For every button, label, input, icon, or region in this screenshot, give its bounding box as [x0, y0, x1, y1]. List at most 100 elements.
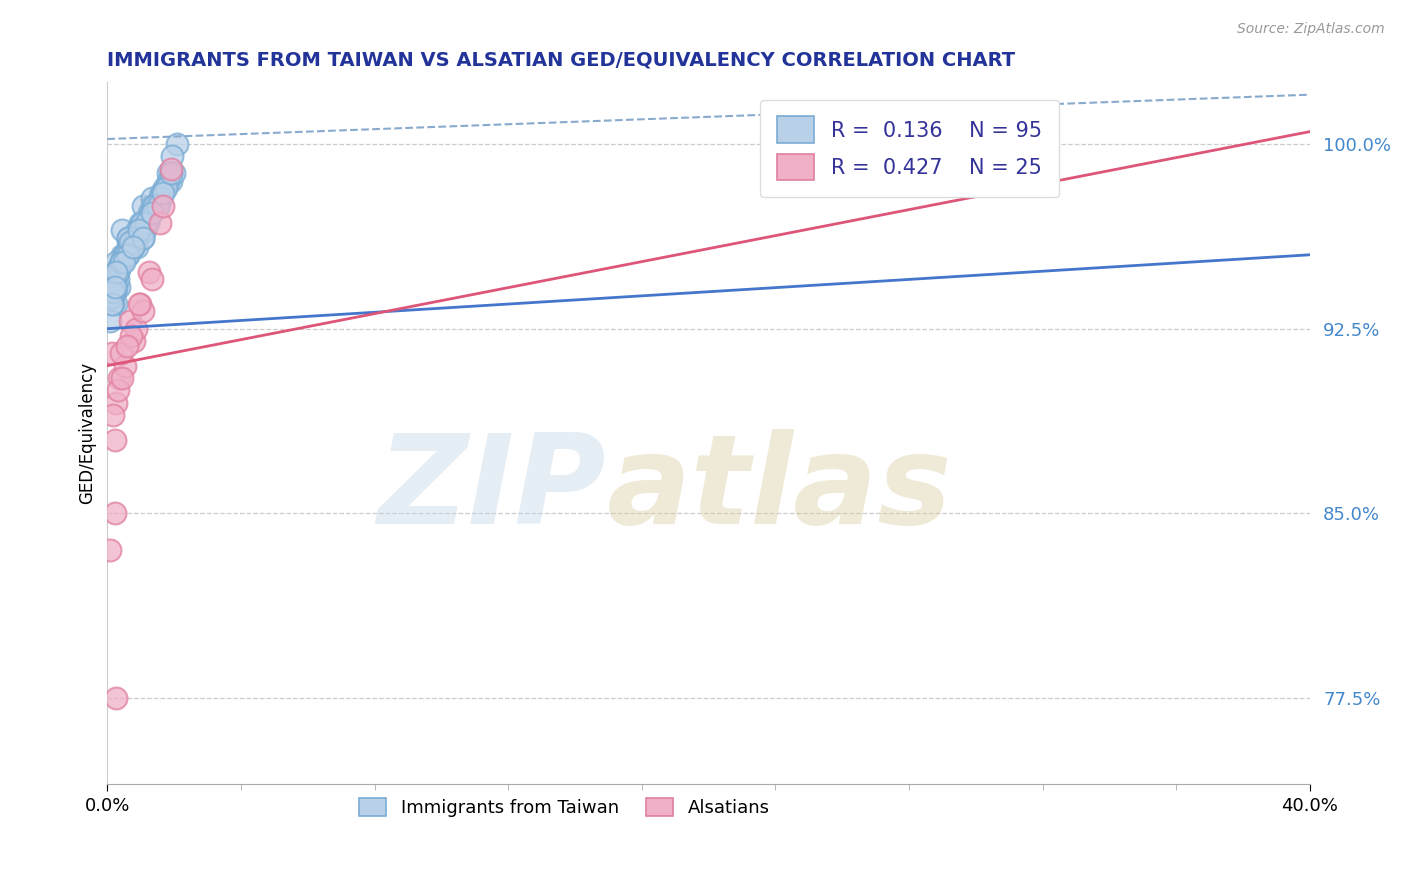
Point [111, 223, 134, 237]
Point [120, 240, 142, 254]
Point [112, 248, 135, 262]
Point [159, 167, 181, 181]
Point [139, 206, 162, 220]
Point [129, 223, 152, 237]
Point [135, 216, 157, 230]
Point [141, 198, 163, 212]
Point [129, 297, 152, 311]
Point [132, 198, 155, 212]
Point [138, 265, 160, 279]
Point [117, 230, 139, 244]
Point [115, 339, 138, 353]
Point [111, 255, 134, 269]
Point [120, 240, 142, 254]
Point [148, 198, 170, 212]
Point [110, 255, 132, 269]
Point [115, 248, 138, 262]
Point [104, 272, 127, 286]
Text: IMMIGRANTS FROM TAIWAN VS ALSATIAN GED/EQUIVALENCY CORRELATION CHART: IMMIGRANTS FROM TAIWAN VS ALSATIAN GED/E… [107, 51, 1015, 70]
Point [100, 543, 122, 558]
Point [104, 507, 127, 521]
Point [107, 265, 129, 279]
Point [108, 260, 131, 274]
Point [110, 255, 132, 269]
Point [101, 297, 124, 311]
Point [131, 223, 153, 237]
Point [141, 191, 163, 205]
Point [118, 235, 141, 250]
Point [117, 230, 139, 244]
Point [124, 235, 146, 250]
Point [117, 248, 139, 262]
Point [149, 191, 172, 205]
Point [107, 272, 129, 286]
Point [124, 334, 146, 348]
Point [138, 211, 160, 225]
Point [105, 255, 128, 269]
Point [105, 395, 128, 409]
Point [141, 206, 163, 220]
Point [125, 230, 148, 244]
Point [125, 235, 148, 250]
Point [152, 198, 174, 212]
Point [132, 230, 155, 244]
Point [103, 285, 125, 299]
Text: ZIP: ZIP [378, 429, 606, 550]
Point [112, 255, 135, 269]
Point [108, 260, 131, 274]
Point [132, 304, 155, 318]
Point [104, 285, 127, 299]
Point [150, 186, 173, 201]
Point [114, 248, 136, 262]
Text: Source: ZipAtlas.com: Source: ZipAtlas.com [1237, 22, 1385, 37]
Point [159, 161, 181, 176]
Point [103, 408, 125, 422]
Point [122, 240, 145, 254]
Y-axis label: GED/Equivalency: GED/Equivalency [79, 362, 96, 505]
Point [127, 240, 149, 254]
Text: atlas: atlas [606, 429, 952, 550]
Legend: Immigrants from Taiwan, Alsatians: Immigrants from Taiwan, Alsatians [352, 790, 776, 824]
Point [114, 248, 136, 262]
Point [115, 248, 138, 262]
Point [117, 248, 139, 262]
Point [114, 359, 136, 373]
Point [122, 240, 145, 254]
Point [105, 691, 128, 706]
Point [155, 181, 177, 195]
Point [159, 174, 181, 188]
Point [101, 297, 124, 311]
Point [141, 272, 163, 286]
Point [104, 280, 127, 294]
Point [128, 223, 150, 237]
Point [132, 230, 155, 244]
Point [100, 314, 122, 328]
Point [111, 255, 134, 269]
Point [127, 223, 149, 237]
Point [105, 265, 128, 279]
Point [160, 149, 183, 163]
Point [108, 260, 131, 274]
Point [162, 167, 184, 181]
Point [101, 346, 124, 360]
Point [114, 248, 136, 262]
Point [156, 174, 179, 188]
Point [159, 167, 181, 181]
Point [132, 223, 155, 237]
Point [120, 240, 142, 254]
Point [152, 186, 174, 201]
Point [103, 297, 125, 311]
Point [105, 297, 128, 311]
Point [149, 216, 172, 230]
Point [125, 321, 148, 335]
Point [110, 346, 132, 360]
Point [128, 297, 150, 311]
Point [111, 371, 134, 385]
Point [135, 216, 157, 230]
Point [166, 136, 188, 151]
Point [108, 371, 131, 385]
Point [143, 198, 166, 212]
Point [122, 240, 145, 254]
Point [107, 265, 129, 279]
Point [150, 191, 173, 205]
